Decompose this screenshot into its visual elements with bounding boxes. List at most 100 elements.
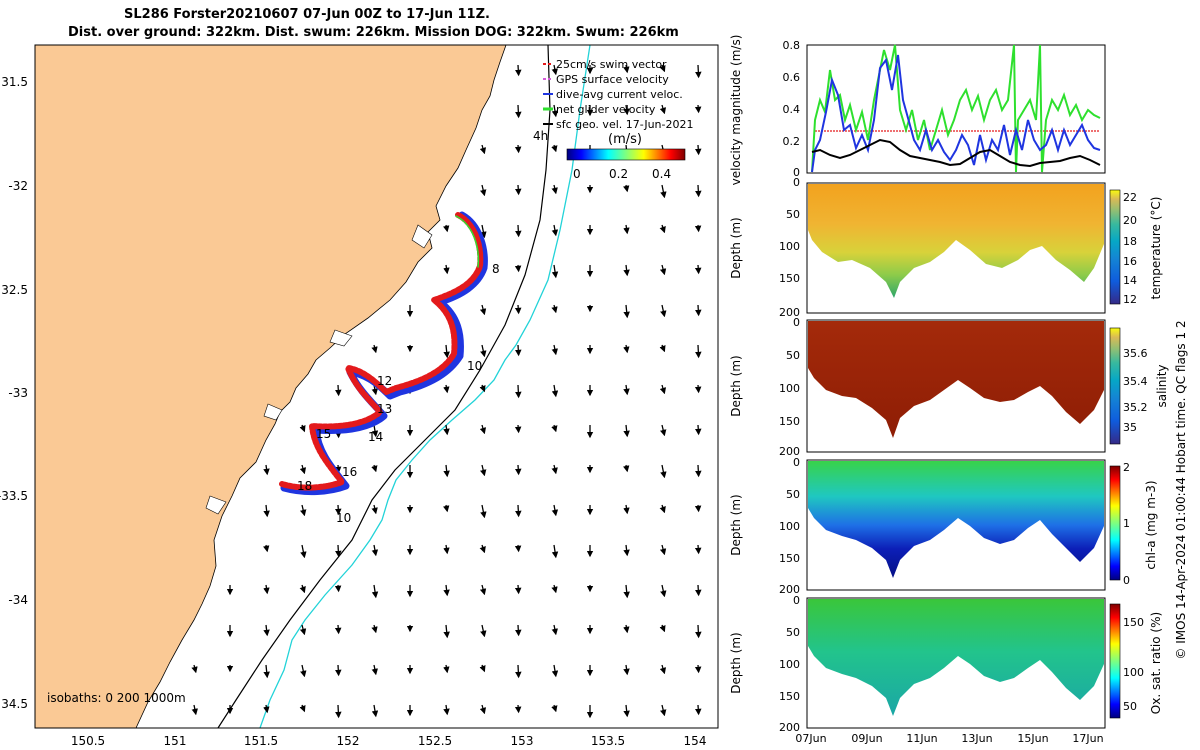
track-label: 10 [336,511,351,525]
lat-tick: -33.5 [0,489,28,503]
chla-panel [806,459,1121,591]
current-arrow [623,64,630,74]
oxygen-section [808,599,1104,716]
current-arrow [515,384,522,399]
current-arrow [660,424,667,437]
land-mass [35,45,507,728]
lat-tick: 31.5 [1,75,28,89]
current-arrow [551,384,559,398]
salinity-cbar-label: salinity [1155,364,1169,407]
colorbar-label: (m/s) [608,132,642,147]
oxygen-panel [806,597,1121,729]
current-arrow [443,384,450,394]
current-arrow [299,424,306,433]
date-tick: 07Jun [795,732,826,745]
current-arrow [334,584,342,593]
current-arrow [551,104,559,118]
current-arrow [263,464,270,476]
current-arrow [659,224,666,234]
current-arrow [480,504,487,519]
current-arrow [694,664,702,674]
map-frame [34,44,719,729]
legend-label: GPS surface velocity [556,73,669,86]
imos-credit: © IMOS 14-Apr-2024 01:00:44 Hobart time.… [1174,320,1188,659]
current-arrow [479,584,487,596]
lat-tick: -32 [8,179,28,193]
current-arrow [659,104,667,115]
current-arrow [371,504,378,515]
dive-avg-speed-line [811,54,1101,173]
isobaths-label: isobaths: 0 200 1000m [47,691,186,705]
current-arrow [514,304,522,315]
cbar-tick: 14 [1123,274,1137,287]
track-label: 13 [377,402,392,416]
current-arrow [623,544,630,557]
current-arrow [695,184,702,198]
velocity-ytick: 0 [793,166,800,179]
salinity-section [808,321,1104,438]
current-arrow [479,384,486,393]
date-tick: 09Jun [851,732,882,745]
current-arrow [480,344,487,358]
temperature-panel [806,182,1121,314]
current-arrow [191,664,198,674]
current-arrow [334,624,342,635]
panel-ticks: 0 50 100 150 200 0 50 100 150 200 0 50 1… [779,176,1148,745]
current-arrow [443,264,450,275]
legend-label: net glider velocity [556,103,656,116]
depth-tick: 0 [793,594,800,607]
current-arrow [660,584,667,598]
depth-tick: 200 [779,306,800,319]
track-label: 15 [316,427,331,441]
current-arrow [551,544,559,559]
cbar-tick: 2 [1123,461,1130,474]
current-arrow [443,424,450,436]
track-label: 16 [342,465,357,479]
current-arrow [694,544,702,555]
cbar-tick: 1 [1123,517,1130,530]
current-arrow [623,104,630,116]
current-arrow [694,384,702,394]
current-arrow [443,544,450,555]
current-arrow [514,424,522,434]
temperature-colorbar [1109,189,1121,305]
current-arrow [479,144,487,155]
current-arrow [371,584,379,599]
lon-tick: 152.5 [418,734,452,748]
map-legend: 25cm/s swim vector GPS surface velocity … [543,58,693,181]
oxygen-cbar-label: Ox. sat. ratio (%) [1149,612,1163,714]
current-arrow [659,504,666,514]
track-labels: 4h 8 10 12 13 14 15 16 18 10 [297,129,548,525]
lon-tick: 153.5 [591,734,625,748]
cbar-tick: 50 [1123,700,1137,713]
depth-tick: 150 [779,272,800,285]
isobath-200m [217,45,551,728]
current-arrow [623,264,630,277]
current-arrow [300,504,307,517]
swim-vector-track [279,212,484,491]
current-arrow [371,424,379,438]
chla-section [808,461,1104,578]
current-arrow [623,384,630,396]
depth-tick: 50 [786,488,800,501]
current-arrow [695,344,702,359]
current-arrow [515,64,522,77]
lon-tick: 151.5 [244,734,278,748]
current-arrow [551,704,558,713]
chla-ylabel: Depth (m) [729,494,743,555]
current-arrow [551,464,558,475]
current-arrow [694,264,702,275]
salinity-panel [806,319,1121,453]
current-arrow [371,704,379,718]
current-arrow [695,144,702,156]
velocity-ytick: 0.2 [783,135,801,148]
depth-tick: 100 [779,520,800,533]
depth-tick: 0 [793,176,800,189]
depth-tick: 100 [779,658,800,671]
current-arrow [623,704,630,718]
current-arrow [623,424,630,438]
current-arrow [623,344,630,354]
current-arrow [371,624,378,634]
panel-labels: Depth (m) Depth (m) Depth (m) Depth (m) … [729,197,1169,715]
depth-tick: 150 [779,552,800,565]
